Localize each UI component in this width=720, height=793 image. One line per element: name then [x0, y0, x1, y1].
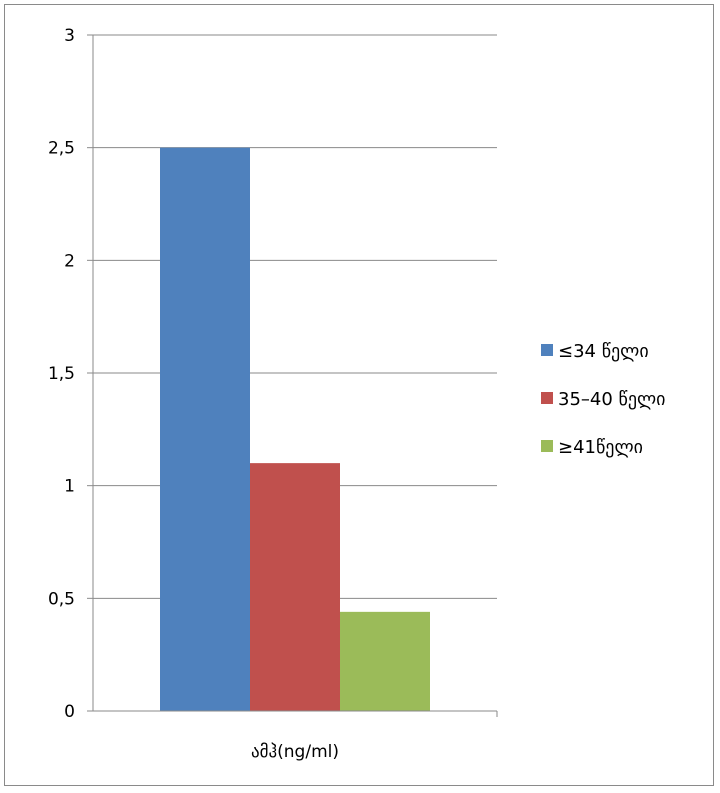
legend-label: ≤34 წელი: [558, 341, 649, 362]
bar: [340, 611, 430, 711]
y-tick-label: 0,5: [48, 589, 75, 609]
y-tick-label: 1,5: [48, 364, 75, 384]
legend-label: 35–40 წელი: [558, 389, 665, 410]
category-label: ამჰ(ng/ml): [251, 742, 339, 762]
y-tick-label: 2: [64, 251, 75, 271]
chart-frame: 0 0,5 1 1,5 2 2,5 3 ამჰ(ng/ml) ≤34 წელი 35–40 წ…: [4, 4, 714, 786]
legend: ≤34 წელი 35–40 წელი ≥41წელი: [541, 341, 665, 458]
legend-label: ≥41წელი: [558, 437, 643, 458]
y-tick-label: 3: [64, 26, 75, 46]
bar-chart: 0 0,5 1 1,5 2 2,5 3 ამჰ(ng/ml) ≤34 წელი 35–40 წ…: [48, 26, 666, 762]
bar: [250, 463, 340, 711]
bars: [160, 147, 430, 711]
legend-swatch: [541, 440, 553, 452]
legend-swatch: [541, 344, 553, 356]
legend-swatch: [541, 392, 553, 404]
y-tick-label: 1: [64, 477, 75, 497]
y-tick-label: 2,5: [48, 139, 75, 159]
bar: [160, 147, 250, 711]
y-tick-label: 0: [64, 702, 75, 722]
axes: [87, 34, 498, 717]
y-tick-labels: 0 0,5 1 1,5 2 2,5 3: [48, 26, 75, 722]
